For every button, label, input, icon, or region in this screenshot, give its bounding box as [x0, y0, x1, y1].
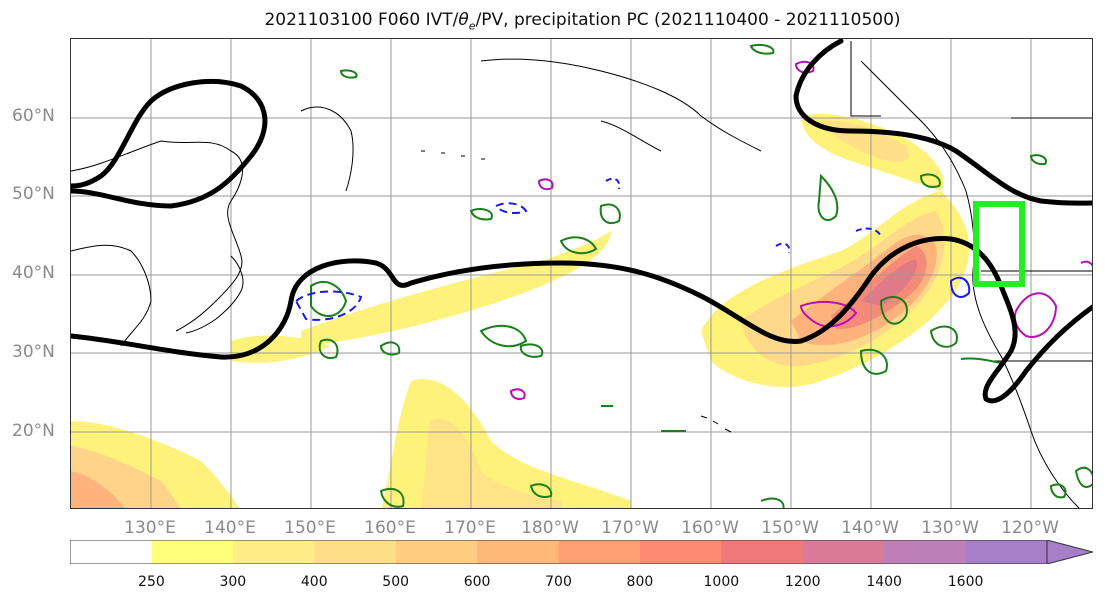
lon-label-150w: 150°W — [761, 518, 819, 538]
colorbar-segment — [232, 540, 315, 564]
lat-label-30: 30°N — [12, 342, 55, 362]
colorbar-tick-label: 500 — [382, 574, 410, 590]
map-panel — [70, 38, 1093, 509]
lon-label-120w: 120°W — [1001, 518, 1059, 538]
colorbar-segment — [802, 540, 885, 564]
map-title: 2021103100 F060 IVT/θe/PV, precipitation… — [264, 10, 901, 33]
lon-label-140e: 140°E — [204, 518, 256, 538]
lon-label-150e: 150°E — [284, 518, 336, 538]
lon-label-160w: 160°W — [681, 518, 739, 538]
pv-contour-black — [71, 39, 1092, 404]
colorbar-tick-label: 700 — [545, 574, 572, 590]
colorbar-segment — [314, 540, 397, 564]
colorbar-segment — [151, 540, 234, 564]
lat-label-40: 40°N — [12, 263, 55, 283]
precip-contours-green — [310, 43, 1092, 508]
colorbar-segment — [477, 540, 559, 564]
map-canvas — [71, 39, 1092, 508]
lat-label-20: 20°N — [12, 421, 55, 441]
colorbar-tick-label: 1000 — [703, 574, 740, 590]
lon-label-140w: 140°W — [841, 518, 899, 538]
lat-label-50: 50°N — [12, 184, 55, 204]
colorbar-segment — [965, 540, 1048, 564]
pv-contours-magenta — [509, 60, 1092, 401]
colorbar-segment — [721, 540, 804, 564]
colorbar-tick-label: 600 — [463, 574, 491, 590]
colorbar-tick-label: 1600 — [947, 574, 984, 590]
colorbar — [70, 540, 1093, 564]
colorbar-segment — [639, 540, 722, 564]
highlight-box — [973, 201, 1025, 287]
colorbar-tick-label: 1400 — [866, 574, 902, 590]
lon-label-130e: 130°E — [124, 518, 176, 538]
lon-label-170e: 170°E — [444, 518, 496, 538]
colorbar-tick-label: 250 — [138, 574, 165, 590]
colorbar-segment — [884, 540, 967, 564]
colorbar-segment — [70, 540, 152, 564]
theta-e-contours-blue — [294, 177, 971, 321]
colorbar-tick-label: 300 — [219, 574, 247, 590]
colorbar-tick-label: 800 — [626, 574, 654, 590]
lon-label-170w: 170°W — [601, 518, 659, 538]
colorbar-tick-label: 1200 — [784, 574, 821, 590]
colorbar-segment — [395, 540, 478, 564]
graticule — [71, 39, 1092, 508]
lon-label-180w: 180°W — [521, 518, 579, 538]
lat-label-60: 60°N — [12, 106, 55, 126]
colorbar-segment — [558, 540, 641, 564]
coastlines — [71, 41, 1092, 508]
lon-label-160e: 160°E — [364, 518, 416, 538]
colorbar-tick-label: 400 — [300, 574, 328, 590]
lon-label-130w: 130°W — [921, 518, 979, 538]
ivt-shading — [71, 113, 970, 508]
